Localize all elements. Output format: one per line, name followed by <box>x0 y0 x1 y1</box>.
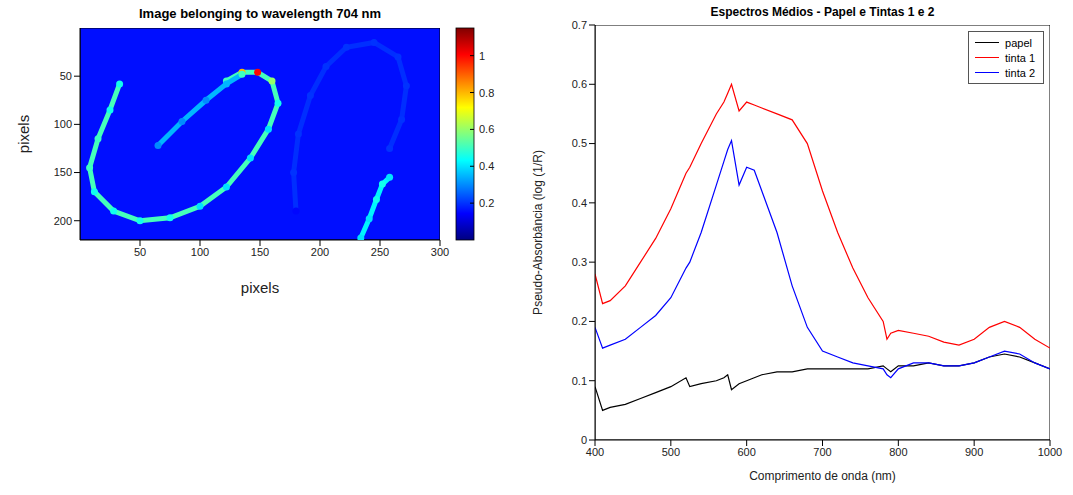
svg-text:700: 700 <box>813 446 831 458</box>
svg-text:600: 600 <box>737 446 755 458</box>
svg-text:Pseudo-Absorbância (log (1/R): Pseudo-Absorbância (log (1/R) <box>531 150 545 315</box>
svg-text:0: 0 <box>581 434 587 446</box>
html-text:tinta 2: tinta 2 <box>1005 66 1035 79</box>
html-text:Image belonging to wavelength: Image belonging to wavelength 704 nm <box>139 6 381 21</box>
svg-text:0.4: 0.4 <box>572 197 587 209</box>
html-text:Espectros Médios - Papel e Tin: Espectros Médios - Papel e Tintas 1 e 2 <box>710 5 935 19</box>
html-text:tinta 1: tinta 1 <box>1005 51 1035 64</box>
svg-text:250: 250 <box>371 246 389 258</box>
svg-text:Comprimento de onda (nm): Comprimento de onda (nm) <box>749 469 896 483</box>
svg-text:100: 100 <box>54 118 72 130</box>
svg-text:pixels: pixels <box>15 115 32 153</box>
svg-text:0.8: 0.8 <box>479 87 494 99</box>
svg-text:0.4: 0.4 <box>479 160 494 172</box>
svg-text:0.7: 0.7 <box>572 19 587 31</box>
svg-text:1: 1 <box>479 50 485 62</box>
svg-text:200: 200 <box>54 215 72 227</box>
svg-text:0.6: 0.6 <box>479 123 494 135</box>
svg-text:400: 400 <box>586 446 604 458</box>
svg-text:50: 50 <box>134 246 146 258</box>
svg-text:150: 150 <box>251 246 269 258</box>
svg-text:0.3: 0.3 <box>572 256 587 268</box>
svg-text:150: 150 <box>54 166 72 178</box>
svg-text:pixels: pixels <box>241 279 279 296</box>
svg-text:0.5: 0.5 <box>572 137 587 149</box>
svg-text:100: 100 <box>191 246 209 258</box>
svg-text:0.1: 0.1 <box>572 375 587 387</box>
svg-text:0.2: 0.2 <box>572 315 587 327</box>
svg-text:900: 900 <box>965 446 983 458</box>
svg-text:50: 50 <box>60 70 72 82</box>
html-text:papel: papel <box>1005 36 1032 49</box>
svg-text:0.6: 0.6 <box>572 78 587 90</box>
svg-text:1000: 1000 <box>1038 446 1062 458</box>
svg-text:500: 500 <box>662 446 680 458</box>
svg-text:800: 800 <box>889 446 907 458</box>
svg-text:0.2: 0.2 <box>479 197 494 209</box>
svg-text:200: 200 <box>311 246 329 258</box>
svg-text:300: 300 <box>431 246 449 258</box>
